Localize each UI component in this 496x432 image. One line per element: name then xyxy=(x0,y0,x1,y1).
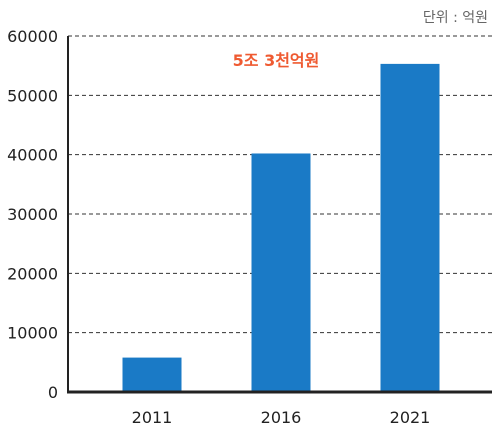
bars xyxy=(122,63,440,393)
axes xyxy=(67,36,492,394)
y-tick-label: 20000 xyxy=(7,264,58,283)
bar-annotation: 5조 3천억원 xyxy=(233,51,320,70)
bar-2021 xyxy=(380,63,440,393)
x-tick-label: 2011 xyxy=(132,408,173,427)
y-tick-label: 50000 xyxy=(7,86,58,105)
y-tick-label: 60000 xyxy=(7,27,58,46)
bar-2011 xyxy=(122,357,182,392)
x-tick-labels: 2011 2016 2021 xyxy=(132,408,431,427)
x-tick-label: 2016 xyxy=(261,408,302,427)
y-tick-labels: 0 10000 20000 30000 40000 50000 60000 xyxy=(7,27,58,402)
bar-2016 xyxy=(251,153,311,392)
y-tick-label: 40000 xyxy=(7,146,58,165)
unit-label: 단위 : 억원 xyxy=(423,10,488,26)
y-tick-label: 0 xyxy=(48,383,58,402)
y-tick-label: 10000 xyxy=(7,324,58,343)
y-tick-label: 30000 xyxy=(7,205,58,224)
x-tick-label: 2021 xyxy=(390,408,431,427)
